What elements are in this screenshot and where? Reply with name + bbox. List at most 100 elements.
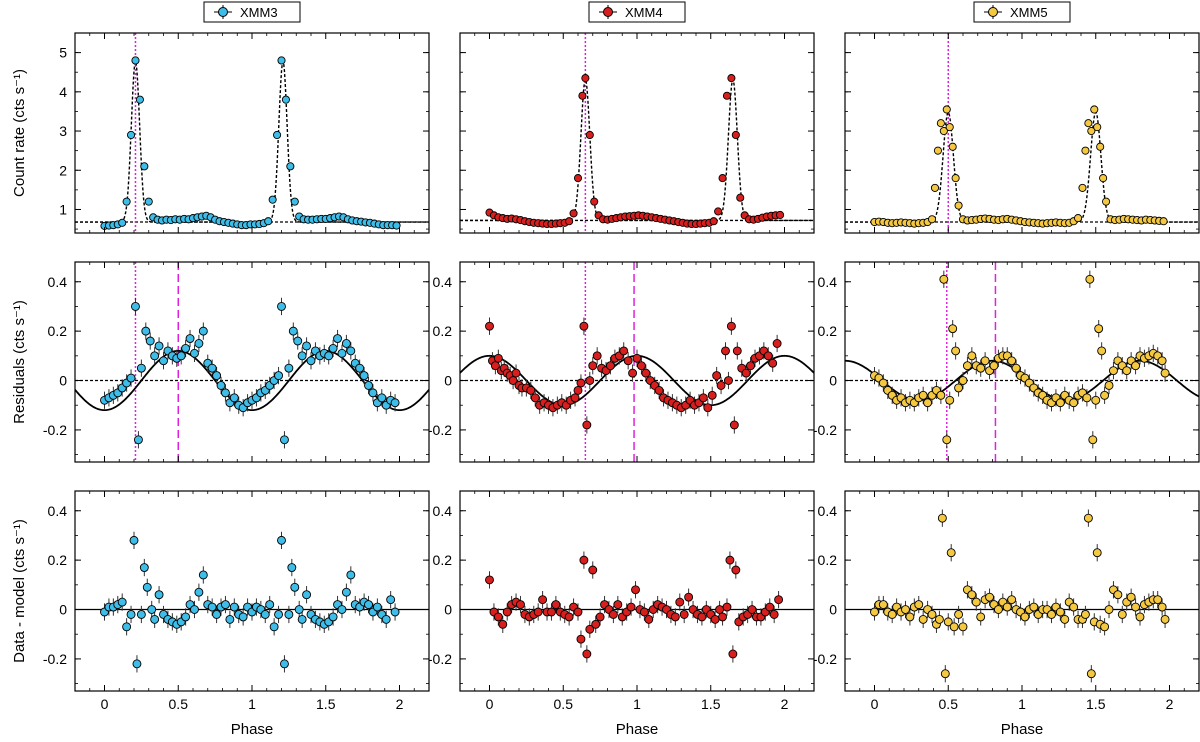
legend-label: XMM3 — [240, 5, 278, 20]
y-tick-label: 0.4 — [818, 503, 838, 519]
plot-frame — [844, 490, 1200, 692]
data-point — [943, 617, 953, 627]
data-point — [595, 612, 605, 622]
y-tick-label: 0.4 — [48, 503, 68, 519]
x-tick-label: 0.5 — [939, 696, 959, 712]
y-tick-label: 4 — [59, 84, 67, 100]
data-point — [185, 334, 195, 343]
data-point — [302, 341, 312, 351]
data-point — [212, 371, 222, 381]
data-point — [958, 376, 968, 385]
data-point — [582, 420, 592, 430]
data-point — [936, 390, 946, 400]
data-point — [1160, 368, 1170, 378]
data-point — [1131, 361, 1141, 371]
data-point — [1096, 142, 1105, 151]
data-point — [1126, 592, 1136, 602]
data-point — [1157, 602, 1167, 612]
y-tick-label: 0 — [829, 602, 837, 618]
y-tick-label: 0 — [59, 373, 67, 389]
data-point — [530, 393, 540, 403]
legend-marker — [218, 7, 228, 17]
data-point — [951, 346, 961, 356]
data-point — [619, 346, 629, 356]
data-point — [269, 622, 279, 632]
data-point — [225, 614, 235, 624]
data-point — [962, 361, 972, 371]
plot-frame — [459, 32, 815, 234]
data-point — [732, 346, 742, 356]
data-point — [636, 361, 646, 371]
data-point — [718, 174, 727, 183]
data-point — [277, 301, 286, 311]
data-point — [565, 217, 574, 226]
data-point — [765, 602, 775, 612]
data-point — [715, 605, 725, 614]
x-axis-label: Phase — [231, 721, 274, 738]
y-axis-label: Residuals (cts s⁻¹) — [11, 300, 28, 424]
legend: XMM3 — [203, 1, 301, 23]
data-point — [381, 614, 391, 624]
data-point — [181, 343, 191, 353]
data-point — [1100, 622, 1110, 632]
data-point — [198, 570, 208, 580]
legend-box — [588, 1, 686, 23]
x-tick-label: 2 — [781, 696, 789, 712]
data-point — [154, 341, 164, 351]
y-tick-label: 2 — [59, 162, 67, 178]
data-point — [147, 605, 157, 614]
data-point — [229, 393, 239, 403]
data-point — [297, 351, 307, 361]
data-point — [985, 592, 994, 602]
x-tick-label: 0 — [101, 696, 109, 712]
data-point — [297, 614, 307, 624]
data-point — [294, 605, 304, 614]
data-point — [878, 600, 888, 610]
data-point — [573, 385, 583, 395]
data-point — [1090, 105, 1099, 114]
data-point — [588, 361, 598, 371]
data-point — [1074, 214, 1083, 223]
data-point — [485, 321, 494, 331]
data-point — [1002, 602, 1012, 612]
data-point — [722, 91, 732, 100]
data-point — [718, 612, 727, 622]
panel-residuals: -0.2 0 0.2 0.4 — [428, 261, 815, 463]
data-point — [1055, 607, 1065, 617]
data-point — [954, 610, 964, 619]
data-point — [190, 348, 199, 358]
data-point — [641, 368, 651, 378]
data-point — [122, 622, 132, 632]
data-point — [190, 605, 199, 614]
data-point — [1093, 123, 1102, 132]
model-curve — [460, 77, 814, 222]
data-point — [585, 624, 595, 634]
data-point — [608, 610, 618, 619]
data-point — [591, 619, 601, 629]
legend-label: XMM4 — [625, 5, 663, 20]
data-point — [954, 201, 963, 210]
data-point — [697, 612, 707, 622]
y-tick-label: 0.2 — [433, 552, 453, 568]
data-point — [293, 336, 303, 346]
data-point — [722, 602, 732, 612]
x-tick-label: 1.5 — [701, 696, 721, 712]
data-point — [1113, 590, 1123, 600]
data-point — [585, 376, 595, 385]
data-point — [355, 363, 365, 373]
data-point — [207, 363, 217, 373]
y-tick-label: -0.2 — [43, 651, 67, 667]
data-point — [181, 612, 191, 622]
data-point — [265, 600, 275, 610]
data-point — [341, 339, 351, 348]
data-point — [684, 592, 694, 602]
data-point — [306, 356, 316, 366]
data-point — [721, 346, 730, 356]
data-point — [220, 600, 230, 610]
data-point — [569, 209, 578, 218]
data-point — [606, 361, 615, 371]
data-point — [945, 123, 954, 132]
y-tick-label: 0 — [829, 373, 837, 389]
data-point — [132, 659, 142, 669]
plot-area — [75, 262, 429, 462]
